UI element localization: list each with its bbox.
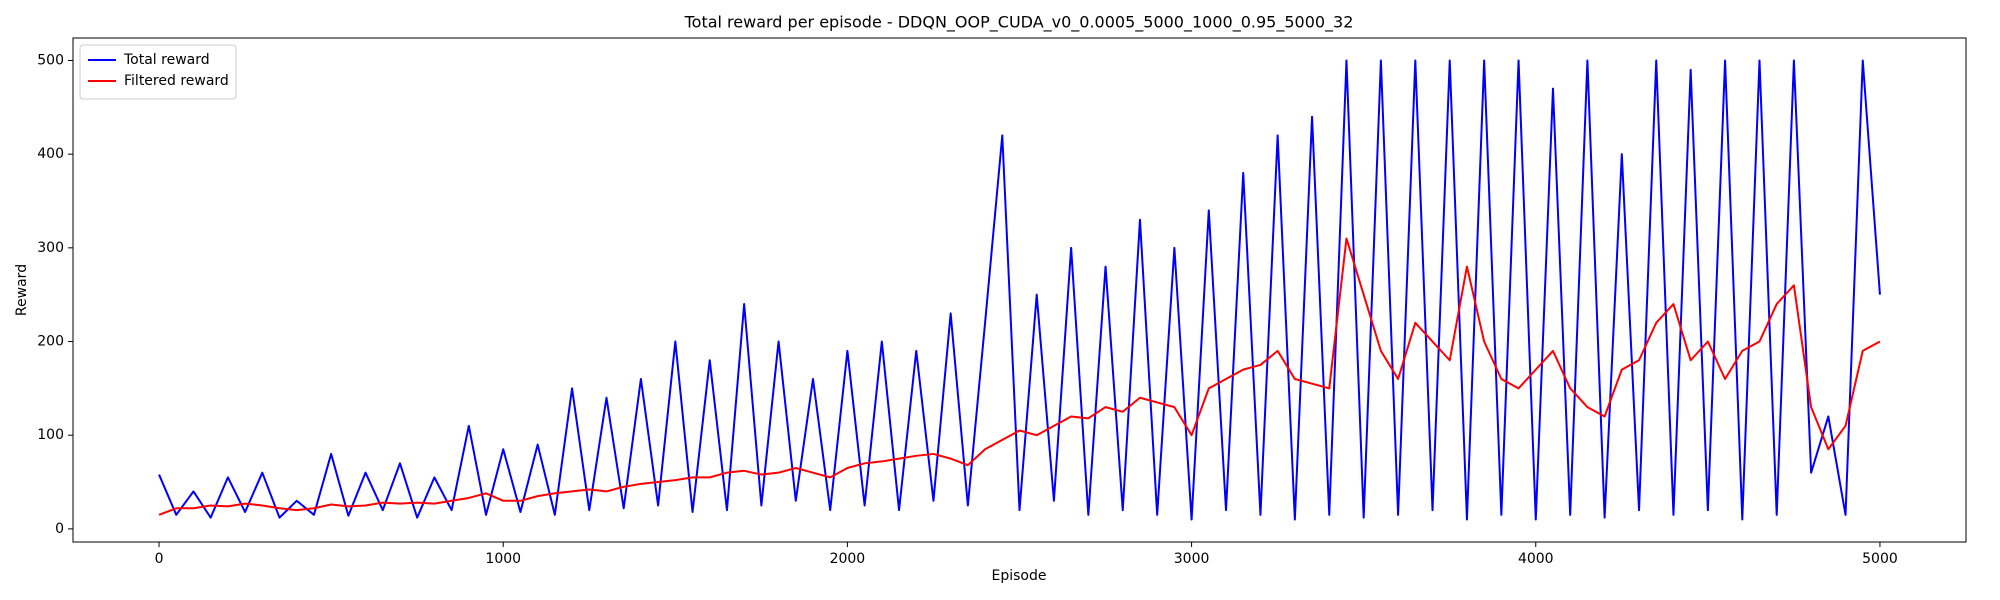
x-tick-label: 1000	[485, 551, 521, 567]
y-tick-label: 0	[55, 521, 64, 537]
y-tick-label: 400	[37, 146, 64, 162]
x-tick-label: 0	[155, 551, 164, 567]
y-tick-label: 100	[37, 427, 64, 443]
legend-box	[79, 44, 237, 100]
y-tick-label: 200	[37, 334, 64, 350]
y-axis-label: Reward	[14, 264, 30, 316]
x-axis-label: Episode	[992, 568, 1047, 584]
series-line	[158, 237, 1881, 516]
plot-frame	[72, 37, 1967, 543]
x-tick-label: 4000	[1518, 551, 1554, 567]
legend-label: Total reward	[123, 52, 210, 68]
series-line	[158, 59, 1881, 521]
y-tick-label: 500	[37, 52, 64, 68]
x-tick-label: 3000	[1174, 551, 1210, 567]
legend-label: Filtered reward	[124, 73, 229, 89]
legend: Total reward Filtered reward	[79, 44, 237, 100]
x-tick-label: 2000	[830, 551, 866, 567]
y-tick-label: 300	[37, 240, 64, 256]
x-tick-label: 5000	[1862, 551, 1898, 567]
chart-title: Total reward per episode - DDQN_OOP_CUDA…	[684, 13, 1354, 33]
